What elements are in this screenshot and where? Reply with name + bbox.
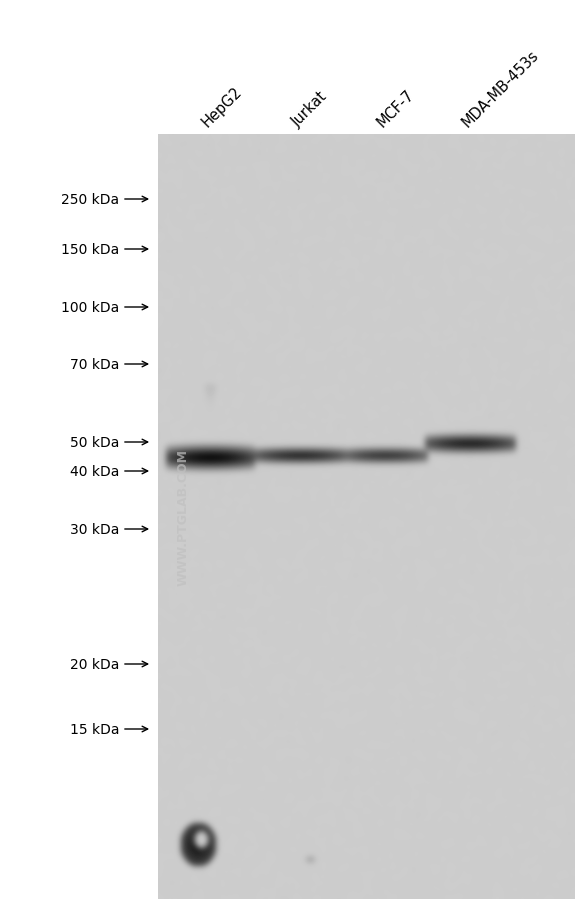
Text: 250 kDa: 250 kDa: [61, 193, 119, 207]
Text: 150 kDa: 150 kDa: [61, 243, 119, 257]
Text: MDA-MB-453s: MDA-MB-453s: [459, 48, 542, 130]
Text: 70 kDa: 70 kDa: [70, 357, 119, 372]
Text: 40 kDa: 40 kDa: [70, 465, 119, 478]
Text: 100 kDa: 100 kDa: [61, 300, 119, 315]
Text: MCF-7: MCF-7: [375, 87, 418, 130]
Text: 15 kDa: 15 kDa: [70, 723, 119, 736]
Text: HepG2: HepG2: [200, 84, 245, 130]
Text: 20 kDa: 20 kDa: [70, 658, 119, 671]
Text: 30 kDa: 30 kDa: [70, 522, 119, 537]
Text: WWW.PTGLAB.COM: WWW.PTGLAB.COM: [176, 448, 190, 585]
Text: Jurkat: Jurkat: [289, 89, 331, 130]
Text: 50 kDa: 50 kDa: [70, 436, 119, 449]
